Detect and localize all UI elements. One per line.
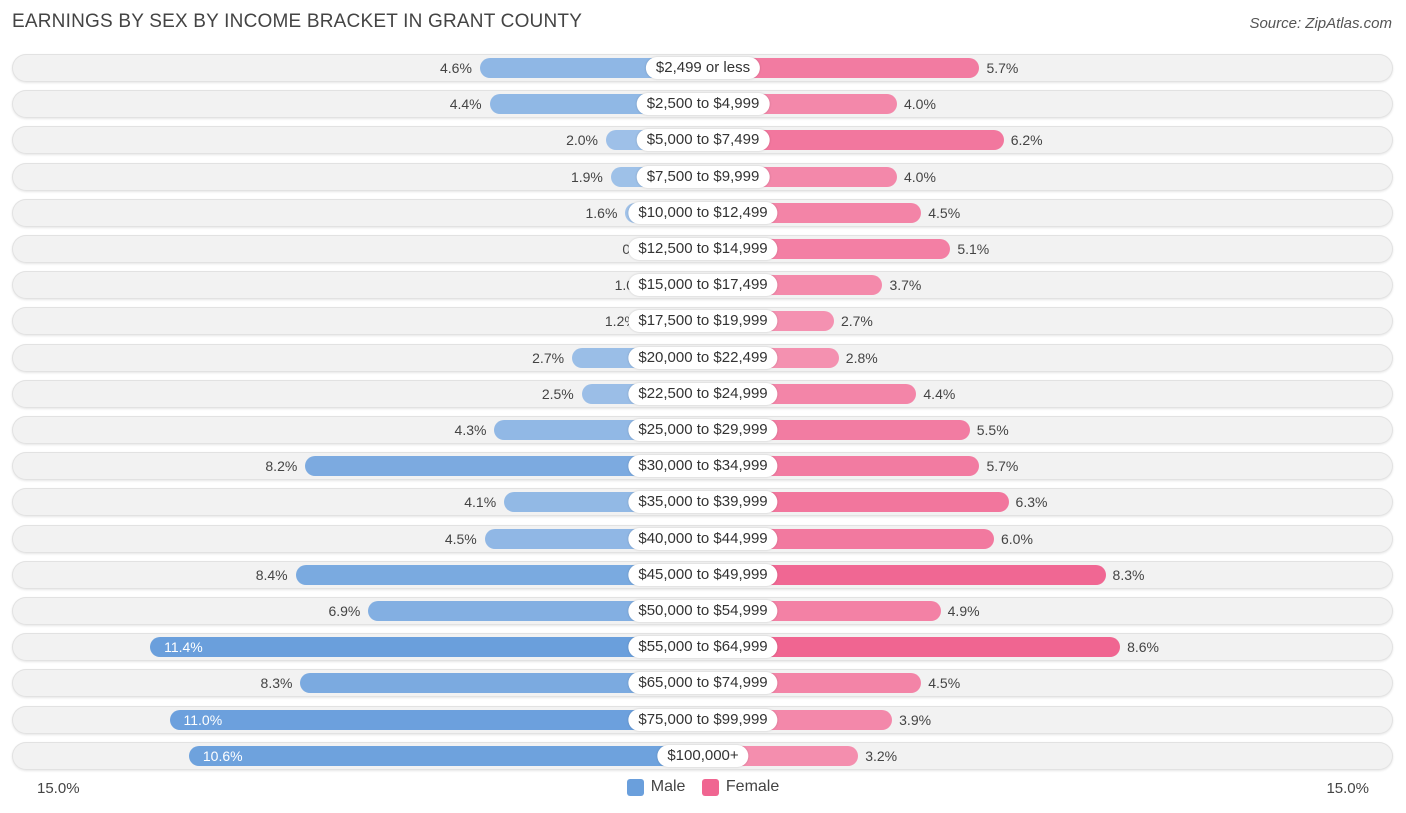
category-label: $2,499 or less	[645, 57, 761, 79]
category-label: $20,000 to $22,499	[628, 346, 778, 369]
value-label-female: 8.3%	[1112, 566, 1145, 583]
value-label-female: 2.7%	[840, 313, 873, 330]
bar-male[interactable]	[305, 456, 703, 477]
bar-male[interactable]	[300, 673, 703, 694]
value-label-male: 2.7%	[532, 349, 565, 366]
axis-left-label: 15.0%	[37, 780, 80, 797]
bar-male[interactable]	[188, 745, 703, 766]
value-label-female: 4.0%	[904, 96, 936, 113]
value-label-female: 2.8%	[845, 349, 878, 366]
bar-male[interactable]	[150, 637, 703, 658]
value-label-female: 5.1%	[957, 241, 990, 257]
value-label-female: 5.5%	[976, 422, 1009, 438]
category-label: $40,000 to $44,999	[628, 527, 778, 550]
bar-female[interactable]	[703, 130, 1004, 151]
category-label: $45,000 to $49,999	[628, 563, 778, 586]
category-label: $65,000 to $74,999	[628, 672, 778, 695]
category-label: $50,000 to $54,999	[628, 600, 778, 622]
value-label-male: 6.9%	[328, 603, 361, 619]
legend-label-female: Female	[725, 778, 780, 795]
category-label: $55,000 to $64,999	[628, 636, 778, 659]
bar-male[interactable]	[368, 601, 703, 621]
value-label-female: 3.9%	[899, 711, 932, 728]
value-label-male: 4.5%	[444, 530, 477, 547]
category-label: $25,000 to $29,999	[628, 419, 778, 441]
legend-item-female[interactable]: Female	[701, 778, 780, 796]
value-label-male: 8.4%	[255, 566, 288, 583]
category-label: $7,500 to $9,999	[636, 165, 770, 188]
legend: Male Female	[0, 778, 1406, 801]
value-label-female: 5.7%	[986, 458, 1019, 475]
legend-swatch-male	[626, 778, 644, 796]
value-label-male: 8.3%	[260, 675, 293, 692]
bar-male[interactable]	[169, 709, 703, 730]
category-label: $100,000+	[657, 744, 749, 767]
category-label: $5,000 to $7,499	[636, 129, 770, 152]
category-label: $2,500 to $4,999	[636, 93, 770, 116]
value-label-male: 2.5%	[541, 385, 574, 402]
category-label: $12,500 to $14,999	[628, 238, 778, 260]
category-label: $22,500 to $24,999	[628, 382, 778, 405]
bar-female[interactable]	[703, 564, 1106, 585]
value-label-male: 4.4%	[449, 96, 482, 113]
value-label-male: 4.6%	[439, 60, 472, 76]
value-label-female: 8.6%	[1127, 639, 1160, 656]
value-label-female: 4.5%	[928, 675, 961, 692]
bar-female[interactable]	[703, 637, 1121, 658]
legend-swatch-female	[701, 778, 719, 796]
value-label-male: 8.2%	[265, 458, 298, 475]
value-label-male: 10.6%	[202, 747, 243, 764]
value-label-female: 4.4%	[923, 385, 956, 402]
axis-right-label: 15.0%	[1326, 780, 1369, 797]
category-label: $35,000 to $39,999	[628, 491, 778, 514]
legend-item-male[interactable]: Male	[626, 778, 686, 796]
value-label-male: 4.3%	[454, 422, 487, 438]
category-label: $17,500 to $19,999	[628, 310, 778, 333]
category-label: $75,000 to $99,999	[628, 708, 778, 731]
value-label-female: 3.7%	[889, 277, 922, 294]
bar-female[interactable]	[703, 58, 980, 78]
bar-female[interactable]	[703, 492, 1009, 513]
value-label-female: 4.9%	[947, 603, 980, 619]
value-label-female: 6.0%	[1001, 530, 1033, 547]
value-label-female: 6.3%	[1015, 494, 1048, 511]
value-label-male: 1.6%	[585, 204, 618, 221]
value-label-male: 1.9%	[570, 168, 603, 185]
category-label: $15,000 to $17,499	[628, 274, 778, 297]
bar-male[interactable]	[295, 564, 703, 585]
value-label-female: 5.7%	[986, 60, 1019, 76]
value-label-male: 11.0%	[183, 711, 223, 728]
value-label-female: 4.5%	[928, 204, 961, 221]
value-label-female: 4.0%	[904, 168, 936, 185]
category-label: $10,000 to $12,499	[628, 201, 778, 224]
source-credit: Source: ZipAtlas.com	[1249, 15, 1392, 32]
value-label-male: 4.1%	[464, 494, 497, 511]
value-label-female: 6.2%	[1010, 132, 1043, 149]
value-label-male: 2.0%	[566, 132, 598, 149]
chart-title: EARNINGS BY SEX BY INCOME BRACKET IN GRA…	[12, 11, 583, 32]
category-label: $30,000 to $34,999	[628, 455, 778, 478]
value-label-female: 3.2%	[865, 747, 898, 764]
value-label-male: 11.4%	[164, 639, 203, 656]
legend-label-male: Male	[650, 778, 686, 795]
